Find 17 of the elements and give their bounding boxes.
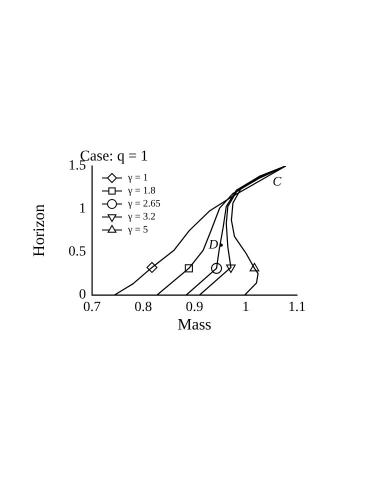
annotation: D	[208, 236, 219, 252]
x-axis-title: Mass	[178, 316, 212, 334]
y-tick-label: 0.5	[68, 244, 86, 260]
legend-label: γ = 5	[127, 224, 148, 236]
y-tick-label: 1	[79, 202, 86, 217]
legend-label: γ = 3.2	[127, 212, 156, 223]
x-tick-label: 1.1	[288, 300, 306, 316]
legend-label: γ = 1	[127, 172, 148, 184]
x-tick-label: 0.8	[134, 300, 152, 316]
annotation: C	[272, 173, 282, 188]
legend-label: γ = 1.8	[127, 186, 156, 197]
legend-label: γ = 2.65	[127, 198, 161, 210]
y-axis-title: Horizon	[30, 204, 48, 257]
y-tick-label: 0	[79, 288, 86, 303]
x-tick-label: 0.7	[83, 300, 101, 316]
x-tick-label: 1	[242, 300, 250, 316]
x-tick-label: 0.9	[186, 300, 204, 316]
